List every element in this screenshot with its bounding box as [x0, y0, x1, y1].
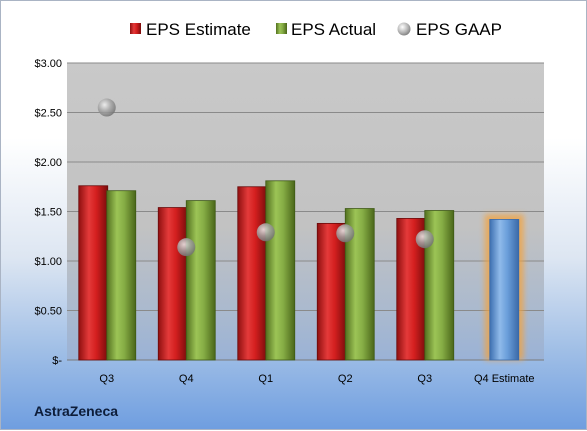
- legend-item-eps-actual: EPS Actual: [276, 20, 376, 39]
- y-tick-label: $2.50: [34, 108, 62, 120]
- point-eps-gaap: [415, 230, 434, 249]
- x-axis-tick-labels: Q3 Q4 Q1 Q2 Q3 Q4 Estimate: [99, 373, 534, 385]
- bar-eps-actual: [185, 200, 216, 361]
- bar-eps-actual: [265, 180, 296, 361]
- legend-label-eps-estimate: EPS Estimate: [146, 20, 251, 39]
- x-tick-label: Q3: [99, 373, 114, 385]
- company-name: AstraZeneca: [34, 403, 119, 419]
- point-eps-gaap: [97, 98, 116, 117]
- y-tick-label: $3.00: [34, 58, 62, 70]
- y-axis-tick-labels: $- $0.50 $1.00 $1.50 $2.00 $2.50 $3.00: [34, 58, 62, 367]
- y-tick-label: $2.00: [34, 157, 62, 169]
- x-tick-label: Q3: [417, 373, 432, 385]
- y-tick-label: $1.50: [34, 207, 62, 219]
- bar-eps-actual: [106, 190, 137, 361]
- bar-eps-estimate: [237, 186, 268, 361]
- legend-swatch-eps-actual: [276, 23, 287, 34]
- x-tick-label: Q1: [258, 373, 273, 385]
- point-eps-gaap: [336, 224, 355, 243]
- x-tick-label: Q4: [179, 373, 194, 385]
- bar-eps-estimate: [157, 207, 188, 361]
- legend-label-eps-gaap: EPS GAAP: [416, 20, 502, 39]
- legend: EPS Estimate EPS Actual EPS GAAP: [130, 20, 502, 39]
- legend-label-eps-actual: EPS Actual: [291, 20, 376, 39]
- legend-item-eps-estimate: EPS Estimate: [130, 20, 251, 39]
- x-tick-label: Q2: [338, 373, 353, 385]
- y-tick-label: $1.00: [34, 256, 62, 268]
- gridlines: [67, 62, 544, 361]
- x-tick-label: Q4 Estimate: [474, 373, 535, 385]
- y-tick-label: $0.50: [34, 306, 62, 318]
- gaap-points: [97, 98, 434, 257]
- legend-swatch-eps-estimate: [130, 23, 141, 34]
- bar-eps-estimate: [489, 219, 520, 361]
- point-eps-gaap: [256, 223, 275, 242]
- legend-swatch-eps-gaap: [397, 22, 411, 36]
- bar-eps-estimate: [78, 185, 109, 361]
- legend-item-eps-gaap: EPS GAAP: [397, 20, 502, 39]
- bar-eps-estimate: [316, 222, 347, 361]
- point-eps-gaap: [177, 238, 196, 257]
- y-tick-label: $-: [52, 355, 62, 367]
